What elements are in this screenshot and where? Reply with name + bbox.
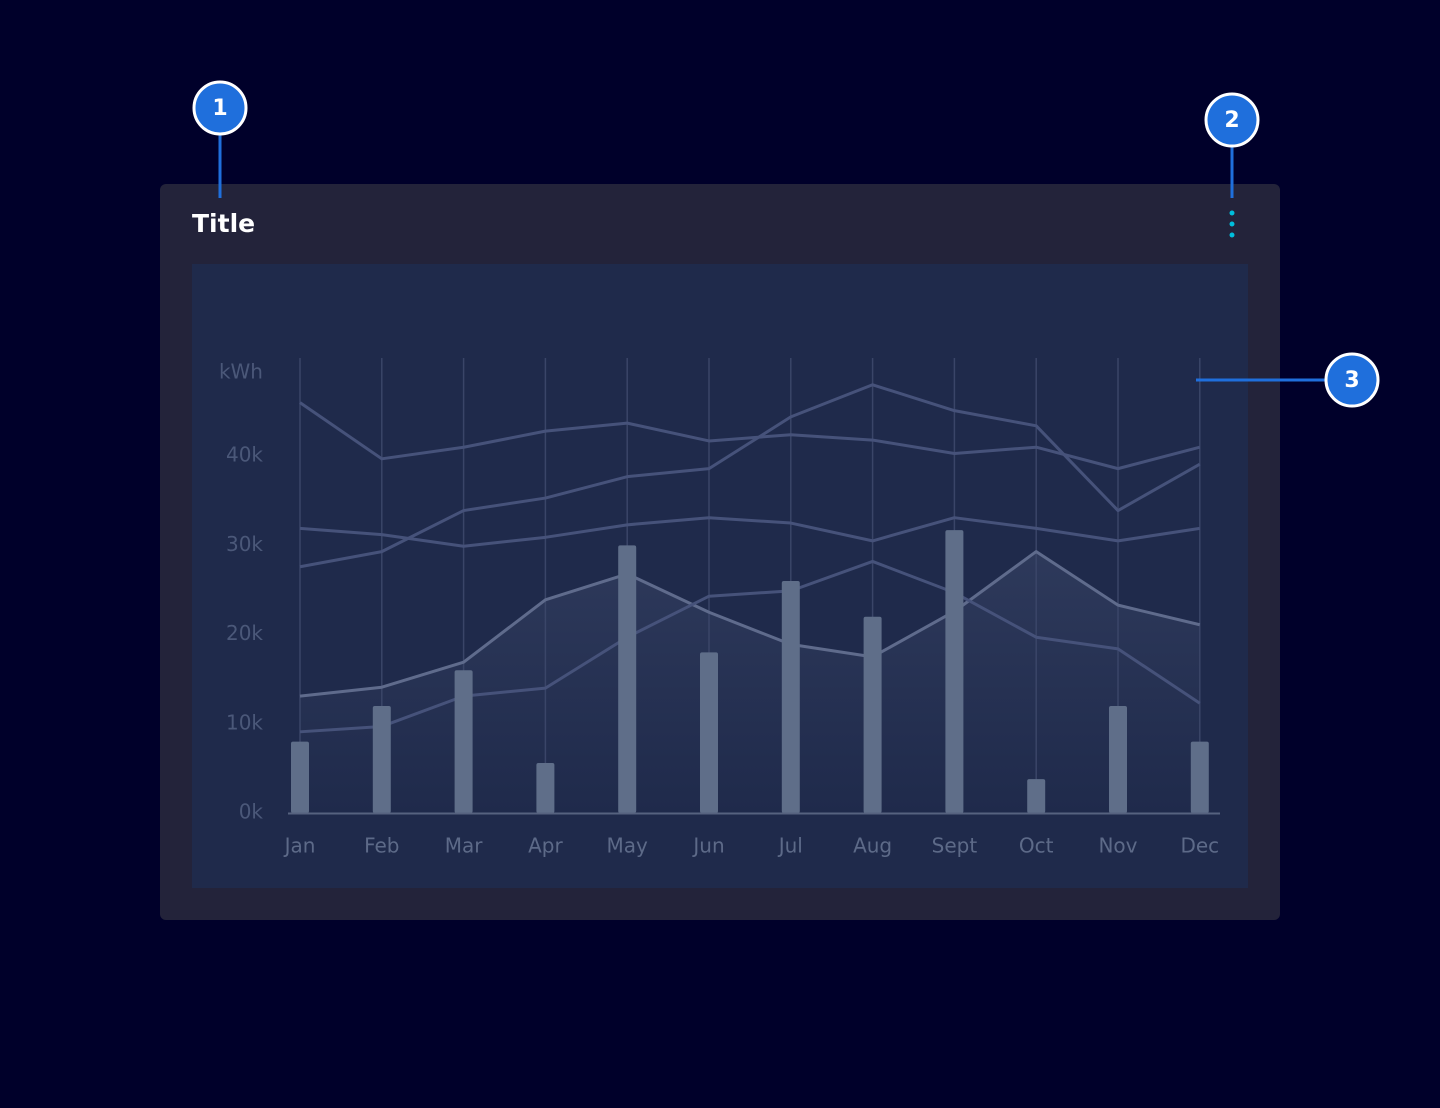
x-tick-label: Mar bbox=[445, 834, 484, 858]
callout-badge bbox=[1324, 352, 1380, 408]
x-tick-label: Oct bbox=[1019, 834, 1054, 858]
more-menu[interactable] bbox=[1220, 204, 1244, 244]
bar bbox=[945, 530, 964, 813]
bar bbox=[372, 705, 391, 813]
x-tick-label: Sept bbox=[932, 834, 978, 858]
bar bbox=[536, 763, 555, 813]
bar bbox=[781, 581, 800, 813]
x-tick-label: Aug bbox=[853, 834, 892, 858]
line-series bbox=[299, 516, 1201, 548]
menu-dot bbox=[1229, 232, 1235, 238]
bar bbox=[700, 652, 718, 813]
y-tick-label: 30k bbox=[226, 532, 263, 556]
callout-number: 3 bbox=[1344, 368, 1359, 393]
x-tick-label: Jan bbox=[283, 834, 316, 858]
y-tick-label: 40k bbox=[226, 443, 263, 467]
y-tick-label: 20k bbox=[226, 621, 263, 645]
x-tick-label: May bbox=[607, 834, 649, 858]
plot: 0k 10k 20k 30k 40k Jan Feb Mar Apr May Jun Jul Aug Se… bbox=[226, 358, 1219, 858]
callout-badge bbox=[192, 80, 248, 136]
bar bbox=[1190, 741, 1209, 813]
x-tick-label: Dec bbox=[1180, 834, 1219, 858]
line-series bbox=[299, 550, 1201, 698]
line-series bbox=[299, 383, 1201, 569]
y-axis-label: kWh bbox=[219, 360, 263, 384]
menu-dot bbox=[1229, 210, 1235, 216]
card-title: Title bbox=[192, 209, 255, 238]
callout-number: 1 bbox=[212, 96, 227, 121]
y-tick-label: 10k bbox=[226, 710, 263, 734]
callout-badge bbox=[1204, 92, 1260, 148]
x-tick-label: Feb bbox=[364, 834, 399, 858]
bar bbox=[291, 741, 309, 813]
menu-dot bbox=[1229, 221, 1235, 227]
x-tick-label: Nov bbox=[1098, 834, 1137, 858]
bar bbox=[1109, 705, 1127, 813]
x-tick-label: Apr bbox=[528, 834, 563, 858]
bar bbox=[1027, 779, 1046, 813]
bar bbox=[863, 616, 882, 813]
bar bbox=[454, 670, 473, 813]
x-tick-label: Jul bbox=[777, 834, 803, 858]
y-tick-label: 0k bbox=[239, 800, 264, 824]
callout-number: 2 bbox=[1224, 108, 1239, 133]
line-series bbox=[299, 559, 1201, 734]
bar bbox=[618, 545, 637, 813]
x-tick-label: Jun bbox=[691, 834, 724, 858]
line-series bbox=[299, 401, 1201, 471]
